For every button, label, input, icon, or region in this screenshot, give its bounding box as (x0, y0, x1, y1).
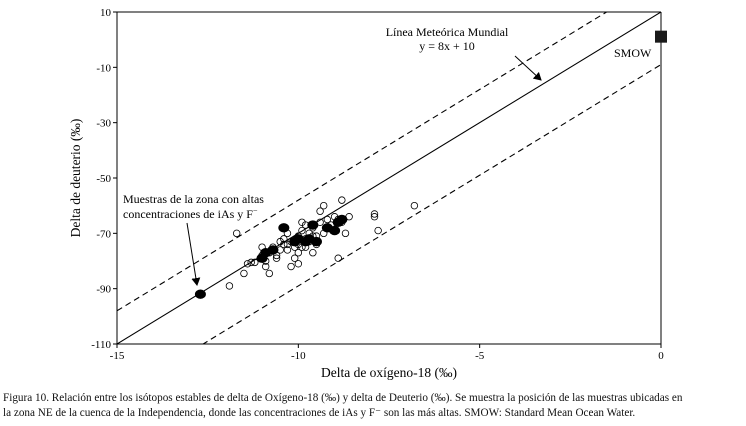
open-sample-point (309, 248, 317, 257)
caption-line-1: Figura 10. Relación entre los isótopos e… (3, 392, 683, 404)
x-ticks: -15 -10 -5 0 (110, 344, 664, 362)
x-tick-label: 0 (658, 350, 664, 362)
isotope-chart: -15 -10 -5 0 10-10-30-50-70-90-110 Delta de… (68, 7, 667, 380)
muestras-label-2-text: concentraciones de iAs y F (123, 207, 253, 221)
lower-bound-line (202, 64, 661, 344)
y-tick-label: -10 (96, 62, 111, 74)
open-sample-point (320, 201, 328, 210)
filled-sample-point (278, 223, 290, 233)
open-sample-point (251, 258, 259, 267)
lmm-label: Línea Meteórica Mundial (386, 25, 509, 39)
open-sample-point (374, 226, 382, 235)
open-sample-point (294, 260, 303, 268)
muestras-arrow (186, 222, 201, 286)
y-tick-label: -30 (96, 118, 111, 130)
x-tick-label: -15 (110, 350, 125, 362)
caption-line-2: la zona NE de la cuenca de la Independen… (3, 407, 636, 419)
open-sample-point (283, 246, 292, 254)
open-sample-point (272, 254, 281, 262)
smow-marker (655, 30, 667, 43)
y-tick-label: -70 (96, 228, 111, 240)
open-sample-point (334, 254, 342, 262)
open-sample-point (370, 213, 379, 221)
open-sample-point (225, 282, 234, 290)
y-tick-label: 10 (100, 7, 112, 19)
meteoric-line (117, 12, 661, 344)
lmm-equation: y = 8x + 10 (419, 39, 475, 53)
filled-sample-point (289, 236, 301, 247)
filled-sample-point (310, 236, 322, 247)
filled-sample-point (194, 289, 206, 299)
open-sample-point (370, 210, 379, 218)
open-sample-point (247, 258, 255, 267)
x-axis-title: Delta de oxígeno-18 (‰) (321, 365, 457, 380)
open-sample-point (276, 237, 284, 246)
figure-caption: Figura 10. Relación entre los isótopos e… (3, 391, 745, 421)
reference-lines (117, 12, 661, 344)
y-tick-label: -50 (96, 173, 111, 185)
open-sample-point (287, 262, 295, 271)
filled-sample-point (332, 217, 344, 227)
lmm-arrow (514, 55, 542, 81)
muestras-label-2: concentraciones de iAs y F− (123, 206, 258, 221)
upper-bound-line (117, 12, 608, 312)
y-tick-label: -110 (91, 339, 111, 351)
muestras-label-2-sup: − (253, 206, 258, 215)
open-sample-point (294, 248, 303, 257)
filled-sample-point (307, 220, 319, 230)
open-sample-point (240, 269, 248, 278)
x-tick-label: -5 (475, 350, 485, 362)
data-points (194, 196, 419, 299)
open-sample-point (261, 262, 270, 271)
smow-label: SMOW (614, 46, 652, 60)
open-sample-point (265, 269, 274, 278)
open-sample-point (316, 207, 324, 215)
filled-sample-point (267, 245, 279, 255)
y-ticks: 10 -10 -30 -50 -70 -90 -110 (91, 7, 117, 351)
open-sample-point (323, 215, 332, 224)
open-sample-point (291, 254, 299, 262)
open-sample-point (341, 229, 350, 238)
y-axis-title: Delta de deuterio (‰) (68, 119, 83, 238)
x-tick-label: -10 (291, 350, 306, 362)
muestras-label: Muestras de la zona con altas (123, 192, 264, 206)
open-sample-point (232, 229, 241, 238)
open-sample-point (410, 201, 419, 210)
open-sample-point (243, 260, 252, 268)
filled-sample-point (329, 225, 341, 236)
open-sample-point (338, 196, 346, 204)
open-sample-point (298, 226, 306, 235)
y-tick-label: -90 (96, 284, 111, 296)
